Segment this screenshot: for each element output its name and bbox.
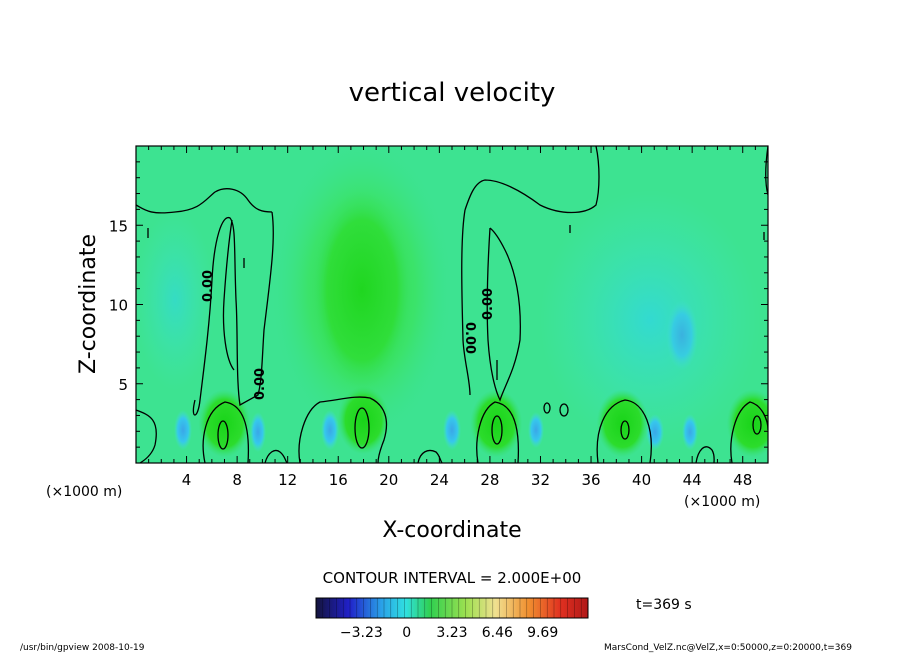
contour-lines — [136, 146, 768, 463]
left-cyan-region — [136, 210, 215, 390]
contour-bottom-1 — [264, 449, 288, 463]
contour-inner-1 — [217, 420, 229, 450]
contour-inner-5 — [752, 415, 762, 435]
x-tick-label: 36 — [581, 471, 600, 489]
contour-right-plume-2 — [486, 227, 521, 402]
low-blue-4 — [443, 410, 461, 450]
x-tick-label: 40 — [632, 471, 651, 489]
contour-small-1 — [543, 402, 551, 414]
colorbar: −3.23 0 3.23 6.46 9.69 — [315, 597, 589, 641]
x-tick-label: 32 — [531, 471, 550, 489]
contour-updraft-3 — [476, 401, 520, 463]
x-tick-label: 12 — [278, 471, 297, 489]
contour-label-3: 0.00 — [462, 322, 477, 354]
x-tick-label: 8 — [232, 471, 242, 489]
low-blue-2 — [250, 412, 266, 452]
chart-title: vertical velocity — [349, 78, 556, 108]
contour-lower-left — [136, 409, 157, 463]
contour-updraft-4 — [596, 399, 652, 463]
contour-updraft-2 — [298, 396, 388, 463]
low-blue-6 — [646, 414, 664, 450]
contour-left-plume — [192, 211, 274, 416]
x-tick-label: 4 — [182, 471, 192, 489]
y-axis-ticks: 5 10 15 — [109, 161, 768, 448]
footer-right: MarsCond_VelZ.nc@VelZ,x=0:50000,z=0:2000… — [604, 643, 852, 653]
low-blue-5 — [528, 412, 544, 448]
right-cyan-region — [540, 190, 760, 450]
low-blue-1 — [174, 410, 192, 450]
contour-top-left — [136, 188, 273, 214]
contour-center-top — [464, 146, 600, 214]
colorbar-stripes — [322, 598, 582, 618]
contour-label-2: 0.00 — [253, 368, 268, 400]
colorbar-tick-label: 9.69 — [527, 625, 558, 641]
x-tick-label: 28 — [480, 471, 499, 489]
x-unit-left: (×1000 m) — [46, 484, 122, 500]
central-green-core — [312, 190, 412, 390]
updraft-core-1 — [198, 389, 251, 458]
time-label: t=369 s — [636, 597, 692, 613]
x-tick-label: 48 — [733, 471, 752, 489]
contour-inner-4 — [620, 420, 630, 440]
contour-left-plume-inner — [222, 219, 235, 371]
contour-small-2 — [559, 403, 569, 417]
x-tick-label: 24 — [430, 471, 449, 489]
contour-label-4: 0.00 — [481, 288, 496, 320]
x-tick-label: 44 — [683, 471, 702, 489]
colorbar-tick-label: 3.23 — [436, 625, 467, 641]
contour-updraft-5 — [730, 401, 768, 463]
low-blue-7 — [682, 414, 698, 450]
y-tick-label: 10 — [109, 297, 128, 315]
x-axis-ticks: 4 8 12 16 20 24 28 32 36 40 44 48 — [148, 146, 756, 489]
contour-updraft-1 — [202, 401, 250, 463]
plot-area: 0.00 0.00 0.00 0.00 — [136, 146, 768, 463]
low-blue-3 — [321, 410, 339, 450]
x-tick-label: 20 — [379, 471, 398, 489]
x-axis-label: X-coordinate — [382, 518, 521, 543]
contour-bottom-3 — [695, 446, 715, 463]
right-blue-patch — [666, 300, 698, 370]
colorbar-tick-label: −3.23 — [340, 625, 383, 641]
updraft-core-2 — [337, 386, 390, 455]
contour-interval-text: CONTOUR INTERVAL = 2.000E+00 — [323, 569, 582, 587]
y-tick-label: 15 — [109, 217, 128, 235]
x-tick-label: 16 — [329, 471, 348, 489]
y-tick-label: 5 — [118, 376, 128, 394]
contour-inner-3 — [491, 415, 503, 445]
updraft-core-3 — [470, 389, 523, 458]
contour-label-group: 0.00 0.00 0.00 0.00 — [201, 270, 496, 400]
footer-left: /usr/bin/gpview 2008-10-19 — [20, 643, 145, 653]
contour-right-plume — [461, 209, 471, 396]
x-unit-right: (×1000 m) — [684, 494, 760, 510]
colorbar-labels: −3.23 0 3.23 6.46 9.69 — [340, 625, 558, 641]
colorbar-tick-label: 6.46 — [482, 625, 513, 641]
contour-label-1: 0.00 — [201, 270, 216, 302]
colorbar-tick-label: 0 — [402, 625, 411, 641]
contour-bottom-2 — [417, 449, 443, 463]
contour-inner-2 — [354, 407, 370, 449]
y-axis-label: Z-coordinate — [76, 234, 101, 374]
